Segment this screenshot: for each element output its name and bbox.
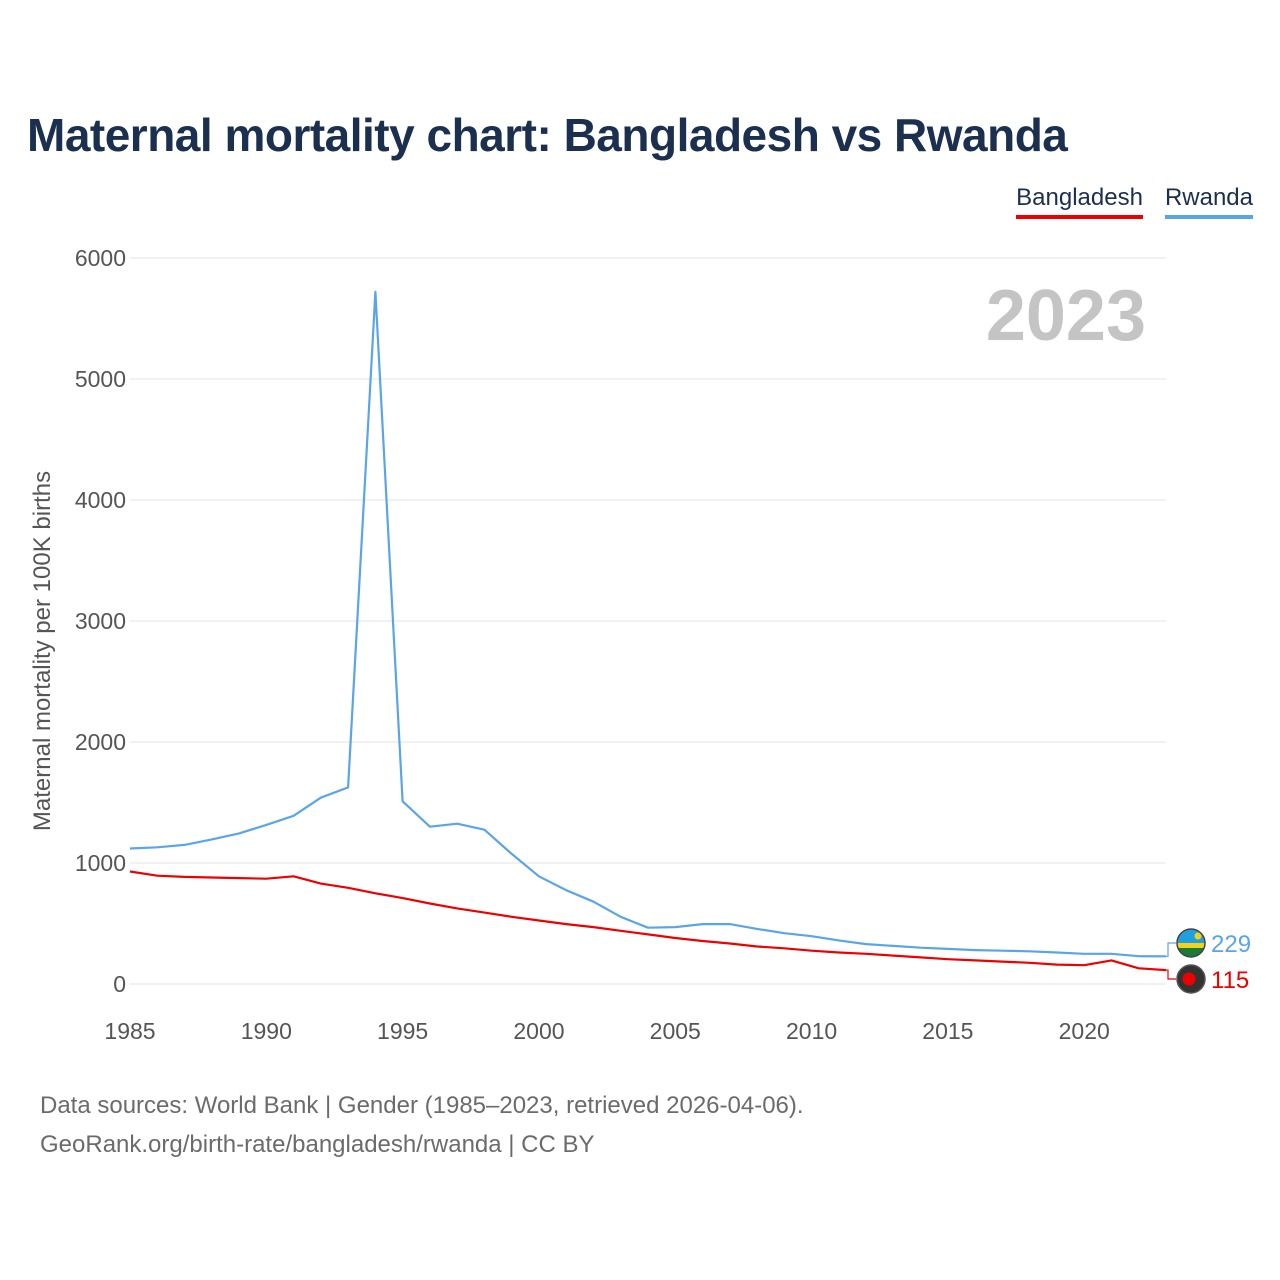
- x-tick-label-2000: 2000: [513, 1018, 564, 1044]
- series-line-bangladesh: [129, 870, 1167, 972]
- legend-item-rwanda[interactable]: Rwanda: [1164, 184, 1253, 219]
- legend: Bangladesh Rwanda: [1016, 184, 1253, 219]
- rwanda-flag-sun: [1194, 932, 1202, 940]
- x-tick-label-1995: 1995: [377, 1018, 428, 1044]
- x-tick-label-1985: 1985: [104, 1018, 155, 1044]
- y-axis-label: Maternal mortality per 100K births: [29, 471, 56, 831]
- x-tick-label-2015: 2015: [922, 1018, 973, 1044]
- y-tick-label-0: 0: [113, 971, 126, 997]
- x-tick-label-2020: 2020: [1059, 1018, 1110, 1044]
- y-tick-label-2000: 2000: [75, 729, 126, 755]
- source-line: Data sources: World Bank | Gender (1985–…: [40, 1092, 804, 1119]
- source-note: Data sources: World Bank | Gender (1985–…: [40, 1086, 804, 1164]
- current-year-label: 2023: [986, 276, 1146, 356]
- y-tick-label-5000: 5000: [75, 366, 126, 392]
- end-value-bangladesh: 115: [1211, 967, 1249, 994]
- x-tick-label-2005: 2005: [650, 1018, 701, 1044]
- rwanda-flag-ring: [1176, 928, 1206, 958]
- y-tick-label-1000: 1000: [75, 850, 126, 876]
- credit-line: GeoRank.org/birth-rate/bangladesh/rwanda…: [40, 1131, 595, 1158]
- end-value-rwanda: 229: [1211, 931, 1251, 958]
- line-chart: 0 1000 2000 3000 4000 5000 6000 1985 1990 1995 200…: [29, 245, 1251, 1044]
- y-tick-label-6000: 6000: [75, 245, 126, 271]
- y-tick-label-3000: 3000: [75, 608, 126, 634]
- x-tick-label-2010: 2010: [786, 1018, 837, 1044]
- rwanda-flag-band-1: [1177, 943, 1205, 948]
- chart-title: Maternal mortality chart: Bangladesh vs …: [27, 109, 1068, 161]
- series-line-rwanda: [129, 290, 1167, 958]
- connector-rwanda: [1166, 942, 1176, 957]
- rwanda-flag-icon: [1177, 929, 1205, 957]
- connector-bangladesh: [1166, 969, 1176, 980]
- legend-item-bangladesh[interactable]: Bangladesh: [1016, 184, 1143, 219]
- rwanda-flag-band-2: [1177, 948, 1205, 957]
- y-tick-label-4000: 4000: [75, 487, 126, 513]
- x-tick-label-1990: 1990: [241, 1018, 292, 1044]
- bangladesh-flag-disc: [1182, 972, 1196, 986]
